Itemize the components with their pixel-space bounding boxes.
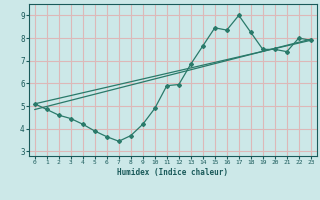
X-axis label: Humidex (Indice chaleur): Humidex (Indice chaleur) (117, 168, 228, 177)
